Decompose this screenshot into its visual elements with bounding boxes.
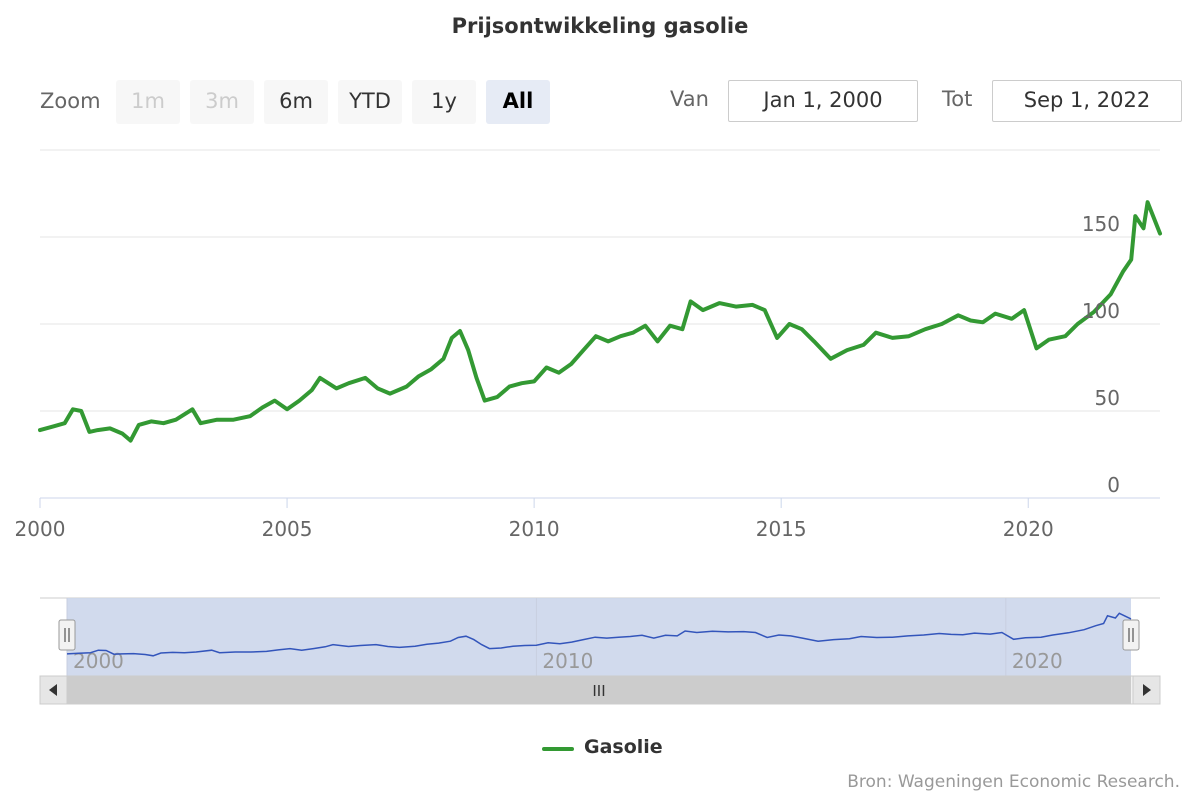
y-tick-label: 150 (1082, 212, 1120, 236)
scrollbar-thumb[interactable] (67, 676, 1131, 704)
range-to-label: Tot (942, 87, 973, 111)
legend-line-symbol (542, 747, 574, 751)
y-tick-label: 0 (1107, 473, 1120, 497)
range-to-input[interactable]: Sep 1, 2022 (992, 80, 1182, 122)
x-tick-label: 2015 (756, 517, 807, 541)
series-gasolie-line[interactable] (38, 200, 1162, 443)
navigator-handle-left[interactable] (58, 619, 76, 651)
range-from-input[interactable]: Jan 1, 2000 (728, 80, 918, 122)
zoom-3m-button[interactable]: 3m (190, 80, 254, 124)
navigator-series-line (66, 612, 1132, 657)
zoom-1y-button[interactable]: 1y (412, 80, 476, 124)
zoom-ytd-button[interactable]: YTD (338, 80, 402, 124)
y-tick-label: 50 (1095, 386, 1120, 410)
x-tick-label: 2005 (262, 517, 313, 541)
zoom-6m-button[interactable]: 6m (264, 80, 328, 124)
price-line-chart: 2000 2005 2010 2015 2020 0 50 100 150 (15, 149, 1162, 541)
y-tick-label: 100 (1082, 299, 1120, 323)
x-tick-label: 2000 (15, 517, 66, 541)
x-axis: 2000 2005 2010 2015 2020 (15, 497, 1160, 541)
chevron-left-icon (49, 684, 57, 696)
scrollbar-right-button[interactable] (1132, 675, 1161, 705)
zoom-label: Zoom (40, 89, 101, 113)
range-from-label: Van (670, 87, 709, 111)
legend-label: Gasolie (584, 736, 663, 758)
x-tick-label: 2020 (1003, 517, 1054, 541)
chart-title: Prijsontwikkeling gasolie (451, 14, 749, 38)
x-tick-label: 2010 (509, 517, 560, 541)
chevron-right-icon (1143, 684, 1151, 696)
navigator-tick-label: 2020 (1012, 649, 1063, 673)
chart-gridlines (40, 149, 1160, 412)
y-axis: 0 50 100 150 (1082, 212, 1120, 497)
navigator-tick-label: 2010 (542, 649, 593, 673)
series-layer (38, 200, 1162, 443)
source-credits: Bron: Wageningen Economic Research. (847, 772, 1180, 792)
scrollbar-grip-icon: III (592, 682, 605, 700)
navigator-handle-right[interactable] (1122, 619, 1140, 651)
zoom-all-button[interactable]: All (486, 80, 550, 124)
zoom-1m-button[interactable]: 1m (116, 80, 180, 124)
